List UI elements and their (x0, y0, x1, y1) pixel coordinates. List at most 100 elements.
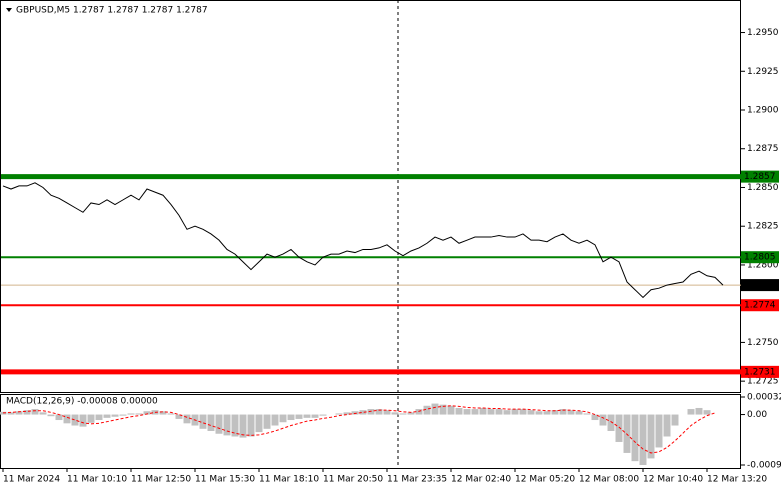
macd-bar (399, 413, 407, 415)
macd-bar (647, 414, 655, 459)
macd-bar (431, 403, 439, 415)
macd-bar (391, 412, 399, 415)
level-label-box (741, 299, 779, 312)
macd-bar (231, 414, 239, 437)
macd-bar (591, 414, 599, 421)
macd-bar (367, 409, 375, 415)
macd-bar (687, 409, 695, 415)
macd-bar (447, 405, 455, 415)
x-tick-label: 12 Mar 10:40 (643, 475, 703, 485)
macd-bar (527, 410, 535, 415)
main-panel (0, 0, 741, 393)
macd-bar (159, 411, 167, 415)
macd-bar (175, 414, 183, 419)
macd-bar (375, 409, 383, 415)
macd-bar (631, 414, 639, 462)
macd-bar (199, 414, 207, 429)
level-label: 1.2774 (744, 301, 776, 311)
current-price-box (741, 279, 779, 292)
y-tick-label: 1.2825 (747, 222, 779, 232)
macd-bar (519, 409, 527, 415)
macd-bar (319, 414, 327, 416)
macd-bar (567, 410, 575, 415)
chart-title: GBPUSD,M5 1.2787 1.2787 1.2787 1.2787 (16, 6, 208, 16)
y-tick-label: 1.2800 (747, 260, 779, 270)
macd-bar (495, 409, 503, 415)
macd-bar (487, 409, 495, 415)
macd-bar (215, 414, 223, 434)
x-tick-label: 12 Mar 13:20 (707, 475, 767, 485)
y-tick-label: 1.2725 (747, 377, 779, 387)
x-tick-label: 11 Mar 2024 (3, 475, 60, 485)
price-line (2, 182, 724, 299)
macd-bar (167, 413, 175, 415)
macd-bar (71, 414, 79, 426)
macd-bar (335, 413, 343, 415)
macd-bar (183, 414, 191, 424)
macd-bar (439, 404, 447, 415)
macd-bar (351, 411, 359, 415)
x-tick-label: 11 Mar 12:50 (131, 475, 191, 485)
macd-bar (295, 414, 303, 419)
macd-bar (511, 409, 519, 415)
macd-bar (47, 414, 55, 417)
macd-bar (703, 410, 711, 415)
x-tick-label: 12 Mar 02:40 (451, 475, 511, 485)
macd-bar (271, 414, 279, 426)
signal-line (2, 405, 716, 454)
level-label-box (741, 170, 779, 183)
y-tick-label: 1.2925 (747, 67, 779, 77)
x-tick-label: 11 Mar 20:50 (323, 475, 383, 485)
macd-bar (663, 414, 671, 437)
macd-bar (575, 411, 583, 415)
macd-bar (111, 414, 119, 417)
macd-bar (223, 414, 231, 436)
x-tick-label: 11 Mar 15:30 (195, 475, 255, 485)
macd-bar (15, 411, 23, 415)
macd-bar (263, 414, 271, 429)
macd-bar (599, 414, 607, 426)
macd-bar (423, 405, 431, 415)
macd-bar (79, 414, 87, 427)
y-tick-label: 1.2875 (747, 144, 779, 154)
macd-bar (543, 411, 551, 415)
macd-bar (255, 414, 263, 433)
macd-title: MACD(12,26,9) -0.00008 0.00000 (6, 397, 158, 407)
x-tick-label: 12 Mar 08:00 (579, 475, 639, 485)
macd-bar (607, 414, 615, 431)
macd-bar (239, 414, 247, 438)
y-tick-label: 1.2850 (747, 183, 779, 193)
macd-bar (415, 409, 423, 415)
macd-bar (303, 414, 311, 418)
macd-bar (671, 414, 679, 426)
y-tick-label: 0.00 (747, 410, 767, 420)
macd-bar (7, 412, 15, 415)
macd-bar (119, 414, 127, 416)
macd-bar (63, 414, 71, 424)
macd-bar (463, 409, 471, 415)
macd-bar (287, 414, 295, 421)
x-tick-label: 11 Mar 10:10 (67, 475, 127, 485)
macd-bar (39, 412, 47, 415)
x-tick-label: 12 Mar 05:20 (515, 475, 575, 485)
macd-bar (55, 414, 63, 421)
x-tick-label: 11 Mar 18:10 (259, 475, 319, 485)
macd-bar (343, 412, 351, 415)
macd-bar (127, 413, 135, 415)
macd-bar (247, 414, 255, 437)
macd-bar (615, 414, 623, 442)
macd-bar (639, 414, 647, 465)
macd-bar (135, 413, 143, 415)
macd-bar (31, 409, 39, 415)
macd-bar (471, 409, 479, 415)
macd-bar (279, 414, 287, 423)
macd-bar (407, 412, 415, 415)
macd-bar (583, 413, 591, 415)
y-tick-label: 1.2950 (747, 28, 779, 38)
macd-bar (87, 414, 95, 423)
macd-bar (503, 410, 511, 415)
macd-bar (143, 411, 151, 415)
macd-bar (551, 410, 559, 415)
macd-bar (103, 414, 111, 418)
